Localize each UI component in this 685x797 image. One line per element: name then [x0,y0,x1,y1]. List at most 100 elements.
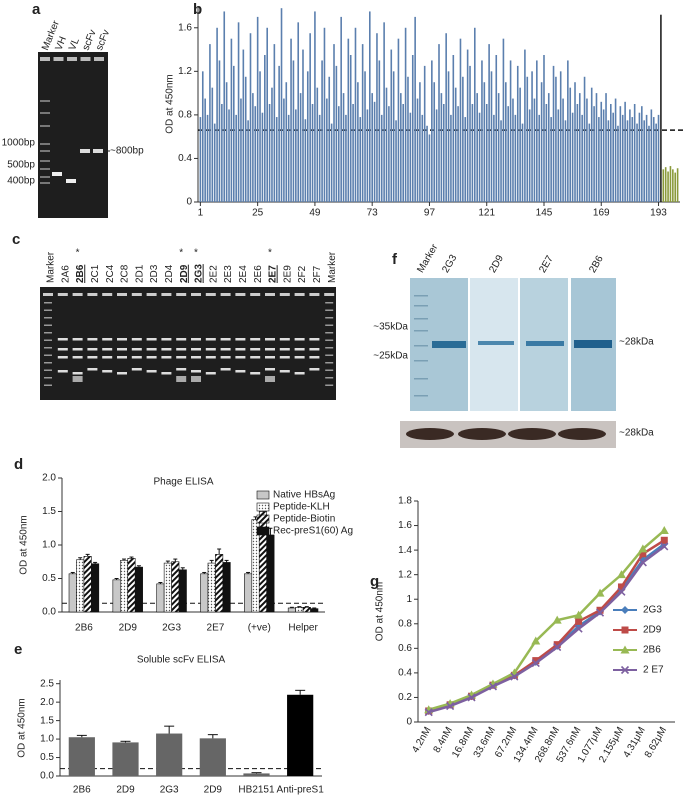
bar [200,573,209,613]
bar [373,101,376,202]
y-tick-label: 2.5 [40,678,54,689]
decoration [220,293,231,296]
error-bar [164,725,175,734]
bar [223,11,226,203]
bar [302,607,311,613]
bar [607,120,610,202]
decoration [93,149,103,153]
y-tick-label: 1 [406,594,412,605]
decoration [67,57,77,61]
decoration [279,293,290,296]
bar [127,558,136,613]
decoration [53,57,64,61]
decoration [191,293,201,296]
y-tick-label: 1.2 [398,569,412,580]
star-label: * [76,248,80,259]
decoration [40,112,50,114]
decoration [57,370,68,373]
bar [581,114,583,202]
bar [259,71,261,202]
decoration [325,354,334,356]
bar [600,101,603,202]
decoration [44,347,52,349]
marker [660,536,668,544]
decoration [44,302,52,304]
lane-label: 2E7 [537,254,556,275]
decoration [414,395,428,397]
panel-letter: d [14,456,23,473]
bar [273,44,276,202]
decoration [43,293,53,296]
decoration [414,305,428,307]
panel-letter: c [12,231,20,248]
error-bar [251,772,262,774]
bar [521,123,524,202]
error-bar [207,734,218,739]
x-tick-label: 2B6 [75,623,93,634]
decoration [40,168,50,170]
legend-label: 2D9 [643,625,662,636]
decoration [44,324,52,326]
decoration [432,341,466,348]
bar [323,27,326,203]
decoration [325,384,334,386]
decoration [161,338,172,341]
decoration [324,293,335,296]
bar [400,93,402,202]
bar [569,87,572,202]
bar [667,171,669,202]
bar [624,101,626,202]
decoration [40,176,50,178]
star-label: * [194,248,198,259]
bar [252,93,254,202]
bar [419,82,421,202]
decoration [250,356,261,359]
decoration [44,339,52,341]
marker [638,558,647,567]
bar [345,114,347,202]
decoration [146,348,157,351]
x-tick-label: 2D9 [116,785,135,796]
lane-label: 2F2 [297,265,308,283]
x-tick-label: 2G3 [160,785,179,796]
marker [467,693,476,702]
y-tick-label: 1.8 [398,496,412,507]
marker [595,608,605,617]
bar [295,607,304,613]
decoration [325,309,334,311]
error-bar [297,606,302,608]
bar [91,563,100,613]
x-tick-label: 73 [367,208,379,219]
decoration [220,368,231,371]
bar [490,71,493,202]
x-tick-label: 145 [536,208,553,219]
x-tick-label: 2B6 [73,785,91,796]
bar [514,114,517,202]
decoration [205,356,216,359]
bar [402,104,405,202]
bar [361,44,364,202]
bar [493,114,495,202]
decoration [220,356,231,359]
decoration [279,348,290,351]
bar [371,93,373,202]
error-bar [312,607,317,609]
error-bar [70,571,75,574]
bar [383,22,385,203]
bar [672,169,674,202]
bar [297,22,300,203]
decoration [87,338,98,341]
decoration [265,356,275,359]
decoration [265,338,275,341]
bar [171,561,180,613]
y-tick-label: 1.6 [178,22,192,33]
decoration [176,368,187,371]
marker [638,544,648,553]
line [428,529,666,711]
marker [575,617,583,625]
bar [414,16,416,203]
y-tick-label: 1.4 [398,545,412,556]
bar [287,694,314,776]
star-label: * [179,248,183,259]
legend-swatch [256,514,270,524]
